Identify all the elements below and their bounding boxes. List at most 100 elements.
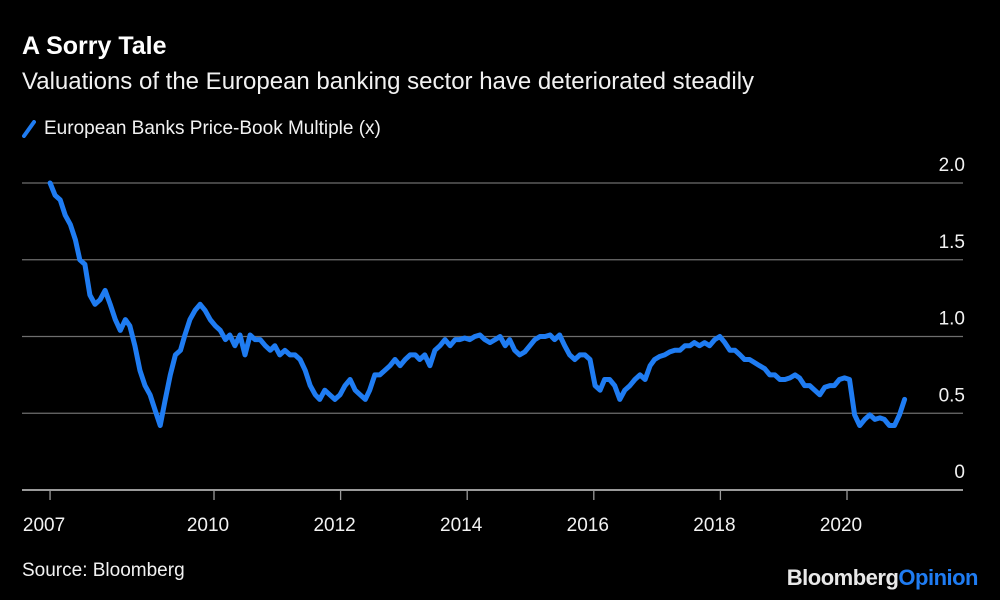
data-point [572,357,578,362]
data-point [737,352,743,358]
data-point [437,343,443,348]
data-point [132,343,138,348]
data-point [163,397,168,402]
legend: European Banks Price-Book Multiple (x) [22,118,381,140]
data-point [442,337,448,342]
data-point [467,337,472,342]
data-point [527,343,533,348]
data-point [762,366,767,371]
data-point [192,308,198,313]
data-point [902,397,907,402]
data-point [47,180,53,186]
data-point [137,368,143,373]
data-point [202,308,208,313]
data-point [537,334,543,339]
data-point [662,352,667,358]
data-point [377,372,383,378]
data-point [142,383,148,388]
data-point [408,352,413,358]
source-note: Source: Bloomberg [22,560,185,581]
data-point [842,375,847,381]
data-point [178,348,183,353]
data-point [73,237,78,242]
data-point [627,383,633,388]
data-point [157,423,163,428]
legend-line-icon [22,120,36,138]
data-point [92,302,98,307]
data-point [787,375,793,381]
data-point [472,334,477,339]
data-point [152,407,158,413]
data-point [522,349,528,355]
data-point [797,375,802,381]
data-point [347,377,353,382]
data-point [482,337,488,342]
data-point [422,352,427,358]
data-point [237,332,243,338]
data-point [772,372,778,378]
data-point [742,357,747,362]
data-point [557,332,562,338]
data-point [292,352,298,358]
data-point [302,368,308,373]
data-point [577,352,583,358]
data-point [657,354,662,359]
data-point [317,397,322,402]
data-point [692,340,697,345]
data-point [387,363,393,368]
data-point [887,423,892,428]
data-point [497,334,503,339]
y-tick-label: 2.0 [939,155,965,176]
data-point [712,337,717,342]
x-tick-label: 2018 [693,515,735,536]
data-point [327,392,333,398]
data-point [252,337,258,342]
data-point [882,417,887,422]
data-point [492,337,498,342]
data-point [77,257,83,262]
series-line [47,180,908,428]
data-point [123,317,128,322]
data-point [223,337,228,342]
data-point [247,332,253,338]
x-tick-label: 2010 [187,515,229,536]
data-point [832,383,837,388]
data-point [702,340,707,345]
data-point [258,337,263,342]
data-point [113,317,118,322]
data-point [457,337,462,342]
data-point [782,377,788,382]
x-tick-label: 2020 [820,515,862,536]
data-point [697,343,702,348]
data-point [552,337,557,342]
data-point [337,392,343,398]
data-point [218,328,223,333]
y-tick-label: 0.5 [939,385,965,406]
data-point [342,383,348,388]
data-point [417,357,422,362]
data-point [507,337,512,342]
y-tick-label: 1.0 [939,309,965,330]
data-point [462,335,467,341]
bloomberg-opinion-logo: BloombergOpinion [787,565,979,591]
data-point [752,360,757,365]
data-point [747,357,752,362]
data-point [287,352,293,358]
data-point [402,357,408,362]
y-tick-label: 1.5 [939,232,965,253]
data-point [182,332,188,338]
data-point [652,357,657,362]
data-point [502,343,508,348]
data-point [707,343,712,348]
data-point [727,348,733,353]
data-point [812,388,817,393]
y-tick-label: 0 [954,462,965,483]
data-point [547,332,553,338]
data-point [487,340,493,345]
data-point [363,397,368,402]
data-point [837,377,842,382]
data-point [767,372,772,378]
data-point [127,323,133,328]
data-point [602,377,607,382]
data-point [867,412,872,417]
